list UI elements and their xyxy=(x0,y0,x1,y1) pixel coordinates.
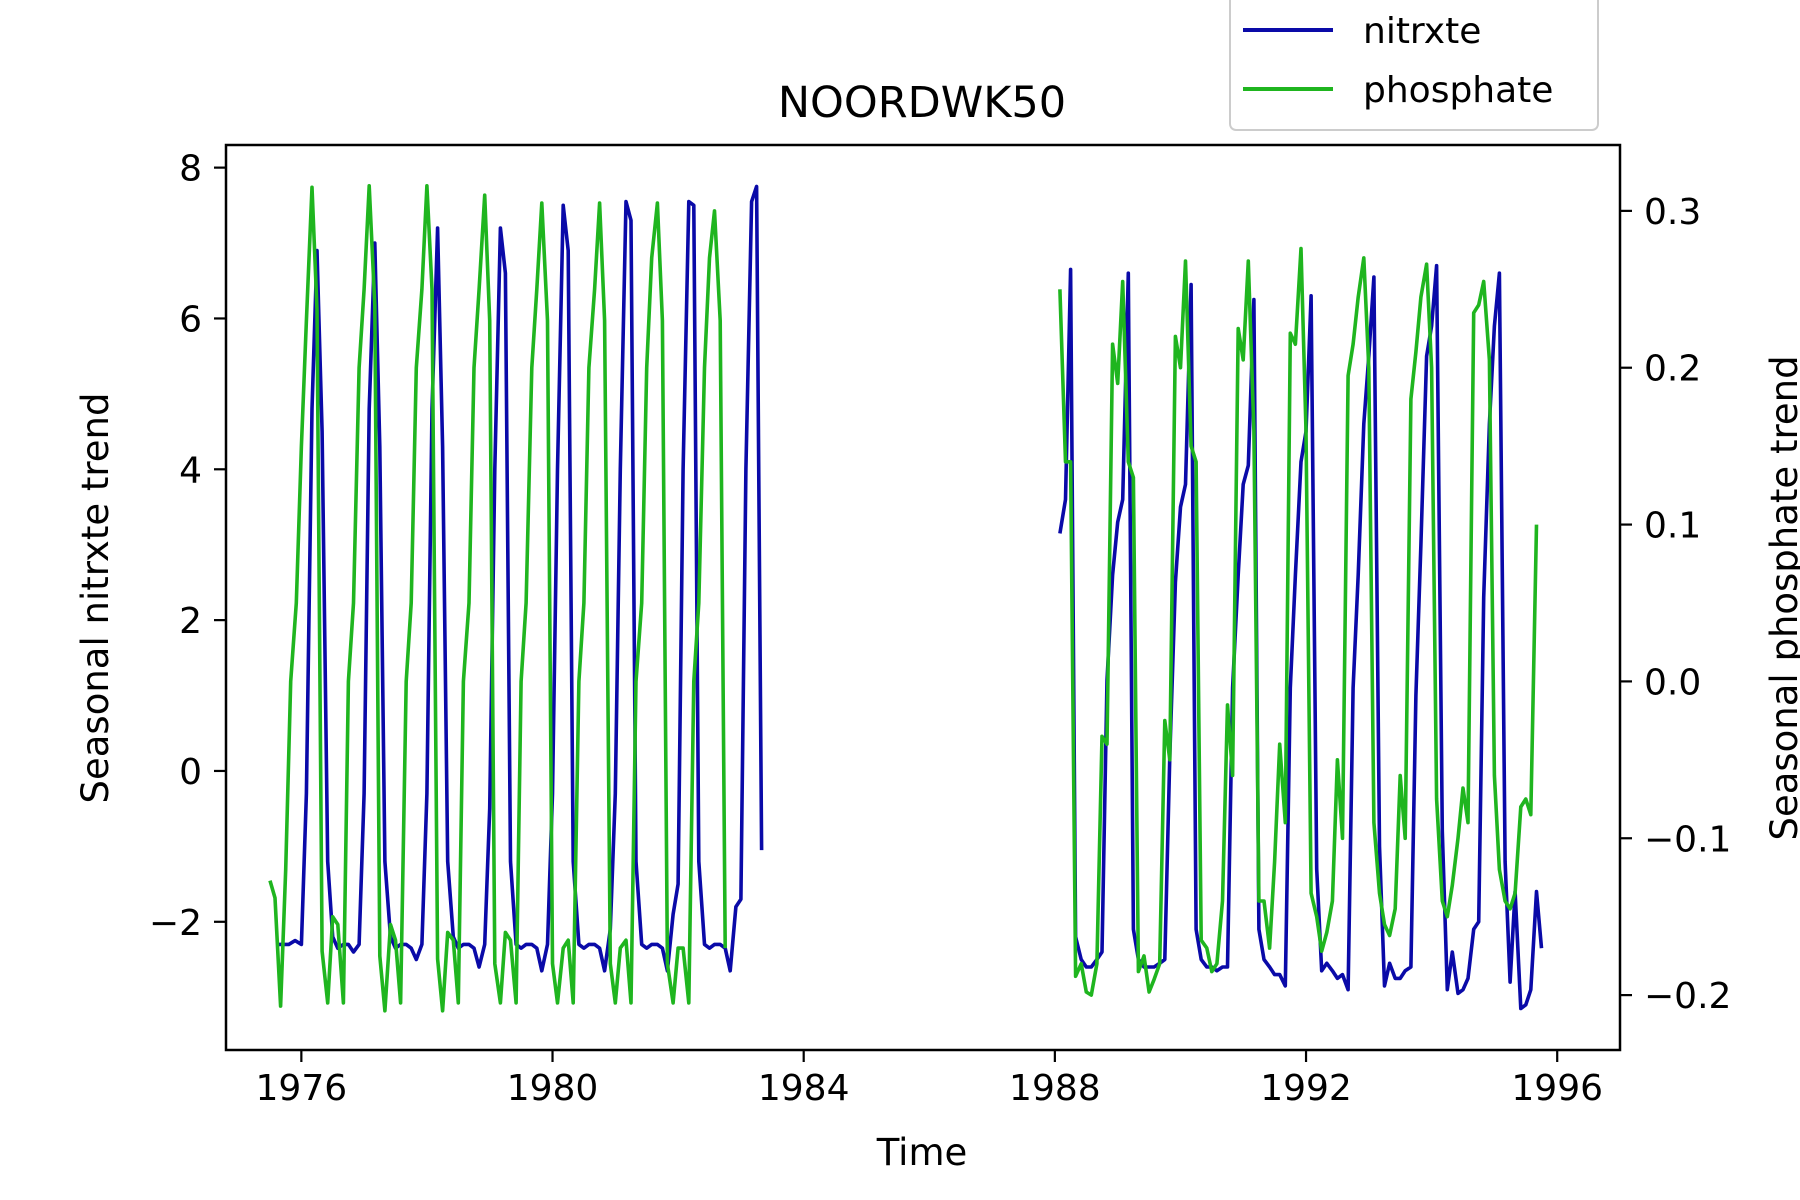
plot-lines xyxy=(268,184,1544,1013)
right-y-axis-label: Seasonal phosphate trend xyxy=(1763,355,1800,840)
legend-label-phosphate: phosphate xyxy=(1363,70,1553,111)
series-line-phosphate-segment-2 xyxy=(1058,246,1539,997)
series-line-nitrxte-segment-1 xyxy=(276,184,764,973)
series-line-phosphate-segment-1 xyxy=(268,184,727,1013)
left-y-tick-label: 0 xyxy=(179,752,202,793)
right-y-axis: −0.2 −0.1 0.0 0.1 0.2 0.3 xyxy=(1620,192,1731,1017)
x-axis-label: Time xyxy=(876,1131,968,1174)
right-y-tick-label: 0.3 xyxy=(1644,192,1701,233)
x-tick-label: 1992 xyxy=(1260,1068,1352,1109)
plot-frame xyxy=(224,143,1622,1052)
right-y-tick-label: 0.0 xyxy=(1644,662,1701,703)
legend-label-nitrxte: nitrxte xyxy=(1363,11,1481,52)
legend-box xyxy=(1229,0,1599,131)
x-tick-label: 1984 xyxy=(758,1068,850,1109)
left-y-tick-label: 2 xyxy=(179,601,202,642)
chart-title: NOORDWK50 xyxy=(778,78,1066,128)
x-tick-label: 1980 xyxy=(507,1068,599,1109)
left-y-tick-label: −2 xyxy=(149,903,202,944)
x-tick-label: 1976 xyxy=(256,1068,348,1109)
left-y-tick-label: 4 xyxy=(179,450,202,491)
right-y-tick-label: −0.2 xyxy=(1644,976,1731,1017)
left-y-tick-label: 8 xyxy=(179,149,202,190)
left-y-axis-label: Seasonal nitrxte trend xyxy=(74,393,117,804)
legend: nitrxte phosphate xyxy=(1229,0,1599,131)
left-y-axis: −2 0 2 4 6 8 xyxy=(149,149,226,944)
right-y-tick-label: 0.2 xyxy=(1644,349,1701,390)
right-y-tick-label: −0.1 xyxy=(1644,819,1731,860)
left-y-tick-label: 6 xyxy=(179,299,202,340)
right-y-tick-label: 0.1 xyxy=(1644,506,1701,547)
x-axis: 1976 1980 1984 1988 1992 1996 xyxy=(256,1050,1603,1109)
x-tick-label: 1988 xyxy=(1009,1068,1101,1109)
x-tick-label: 1996 xyxy=(1511,1068,1603,1109)
